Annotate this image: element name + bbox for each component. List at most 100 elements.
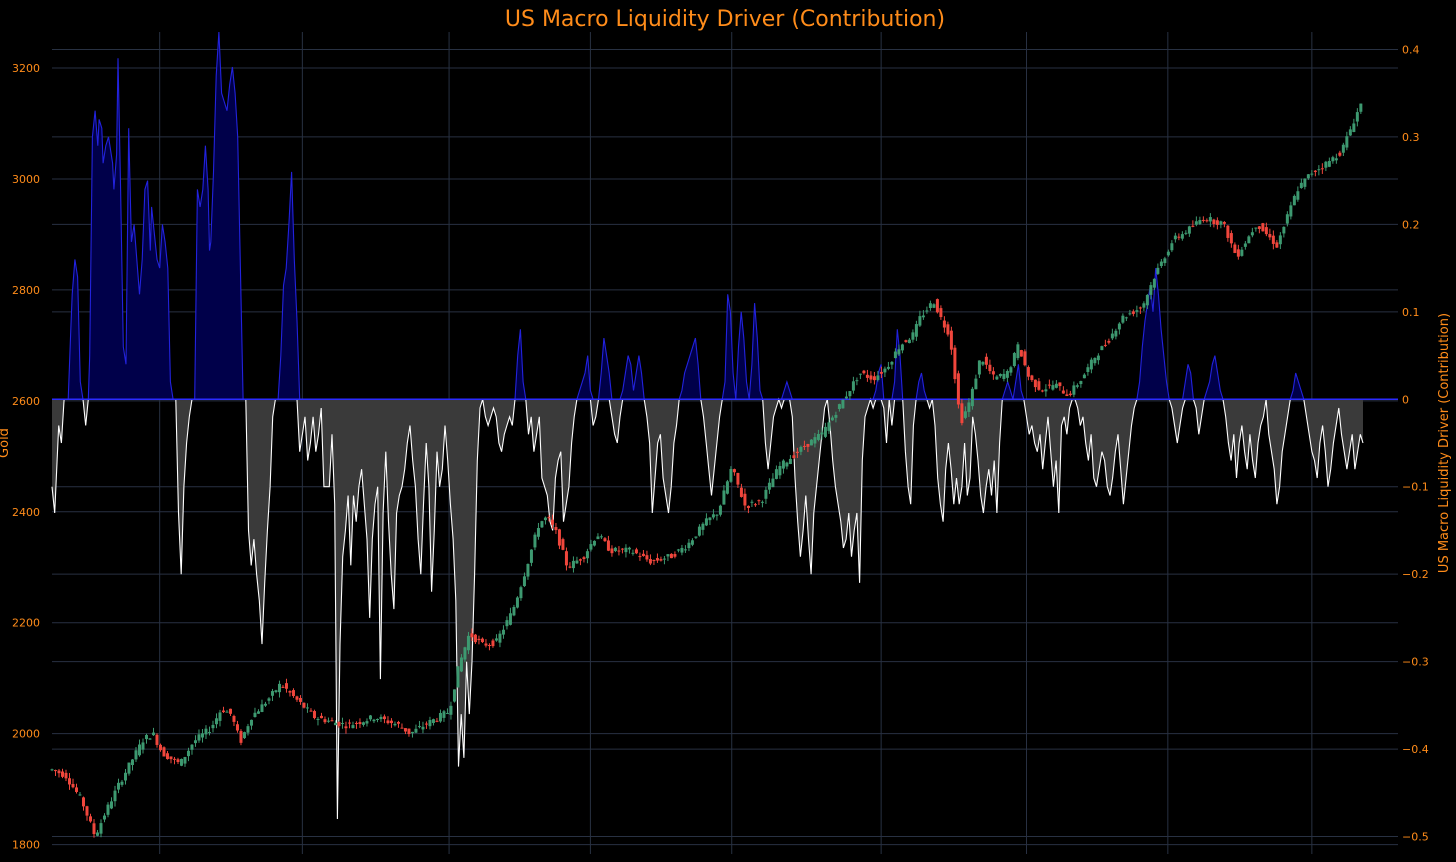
candle-body <box>1275 242 1279 248</box>
candle-body <box>918 316 922 326</box>
candle-body <box>1166 251 1170 256</box>
candle-body <box>204 728 208 735</box>
candle-body <box>561 539 565 550</box>
left-tick-label: 2200 <box>12 617 40 630</box>
candle-body <box>368 715 372 720</box>
candle-body <box>505 620 509 627</box>
candle-body <box>319 715 323 719</box>
candle-body <box>669 553 673 559</box>
candle-body <box>655 558 659 561</box>
candle-body <box>277 683 281 693</box>
candle-body <box>274 690 278 693</box>
candle-body <box>904 340 908 342</box>
candle-body <box>218 712 222 721</box>
candle-body <box>592 540 596 546</box>
candle-body <box>477 638 481 641</box>
candle-body <box>379 716 383 720</box>
candle-body <box>1219 221 1223 225</box>
candle-body <box>1012 353 1016 366</box>
candle-body <box>1264 227 1268 235</box>
candle-body <box>1107 340 1111 343</box>
candle-body <box>1152 278 1156 288</box>
candle-body <box>1229 233 1233 244</box>
candle-body <box>494 638 498 641</box>
candle-body <box>1159 261 1163 266</box>
candle-body <box>652 560 656 562</box>
candle-body <box>323 719 327 723</box>
candle-body <box>85 806 89 816</box>
candle-body <box>897 349 901 355</box>
right-axis-title: US Macro Liquidity Driver (Contribution) <box>1437 313 1452 573</box>
candle-body <box>1348 129 1352 136</box>
candle-body <box>1317 169 1321 171</box>
candle-body <box>53 770 57 772</box>
candle-body <box>1194 221 1198 225</box>
candle-body <box>120 781 124 785</box>
candle-body <box>550 519 554 525</box>
candle-body <box>351 725 355 729</box>
candle-body <box>151 732 155 736</box>
candle-body <box>1261 223 1265 232</box>
candle-body <box>571 560 575 569</box>
candle-body <box>88 816 92 822</box>
candle-body <box>253 712 257 718</box>
candle-body <box>102 815 106 820</box>
candle-body <box>1051 385 1055 390</box>
candle-body <box>862 370 866 374</box>
candle-body <box>1320 168 1324 170</box>
right-tick-label: 0.4 <box>1402 43 1420 56</box>
candle-body <box>886 366 890 369</box>
candle-body <box>746 505 750 509</box>
candle-body <box>113 790 117 802</box>
candle-body <box>1240 249 1244 256</box>
candle-body <box>421 726 425 730</box>
candle-body <box>172 758 176 760</box>
candle-body <box>67 778 71 785</box>
candle-body <box>330 720 334 722</box>
candle-body <box>704 518 708 526</box>
candle-body <box>792 455 796 458</box>
candle-body <box>64 772 68 779</box>
candle-body <box>722 490 726 505</box>
candle-body <box>1114 330 1118 337</box>
candle-body <box>680 547 684 553</box>
left-tick-label: 2000 <box>12 728 40 741</box>
candle-body <box>298 698 302 702</box>
candle-body <box>606 540 610 551</box>
candle-body <box>1303 178 1307 187</box>
candle-body <box>1334 158 1338 161</box>
candle-body <box>95 832 99 836</box>
candle-body <box>270 691 274 696</box>
candle-body <box>130 759 134 766</box>
candle-body <box>1135 310 1139 312</box>
candle-body <box>893 351 897 359</box>
candle-body <box>872 376 876 381</box>
candle-body <box>200 733 204 738</box>
candle-body <box>515 597 519 608</box>
candle-body <box>1142 303 1146 308</box>
candle-body <box>778 466 782 476</box>
candle-body <box>690 540 694 545</box>
candle-body <box>414 728 418 733</box>
candle-body <box>316 718 320 720</box>
candle-body <box>183 757 187 764</box>
candle-body <box>631 552 635 554</box>
candle-body <box>694 536 698 538</box>
candle-body <box>228 708 232 714</box>
candle-body <box>743 493 747 506</box>
candle-body <box>725 481 729 494</box>
candle-body <box>1093 357 1097 364</box>
candle-body <box>1002 373 1006 379</box>
candle-body <box>638 556 642 558</box>
candle-body <box>1117 323 1121 330</box>
grid <box>52 32 1398 854</box>
candle-body <box>981 361 985 365</box>
candle-body <box>144 734 148 740</box>
candle-body <box>498 633 502 643</box>
candle-body <box>1254 227 1258 229</box>
candle-body <box>1138 307 1142 309</box>
candle-body <box>627 547 631 550</box>
candle-body <box>879 371 883 374</box>
candle-body <box>375 718 379 720</box>
candle-body <box>1009 367 1013 373</box>
